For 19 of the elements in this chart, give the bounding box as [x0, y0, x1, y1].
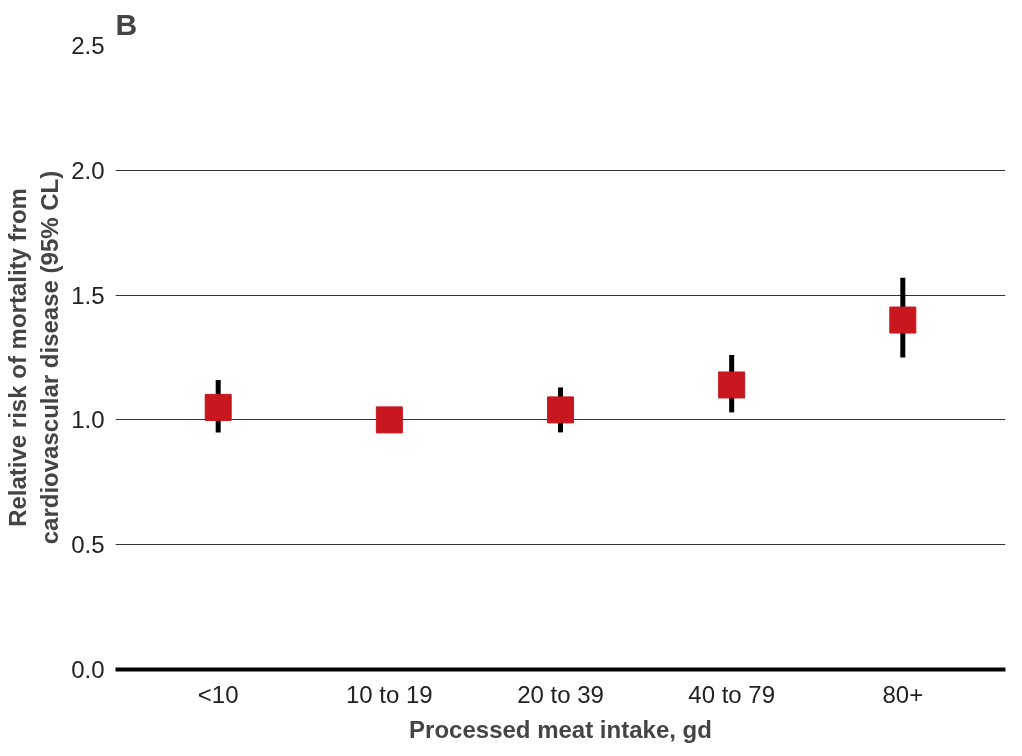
x-tick-label: <10: [197, 680, 239, 708]
y-tick-label: 0.5: [71, 531, 105, 559]
x-tick-label: 80+: [882, 680, 924, 708]
y-tick-label: 0.0: [71, 656, 105, 683]
x-tick-label: 40 to 79: [688, 680, 776, 708]
chart-title: B: [115, 7, 138, 41]
y-tick-label: 2.5: [71, 32, 105, 59]
point: [718, 371, 746, 399]
x-axis-title: Processed meat intake, gd: [409, 715, 712, 743]
x-tick-label: 10 to 19: [345, 680, 433, 708]
y-axis-title: Relative risk of mortality from cardiovascular disease (95% CL): [3, 170, 64, 545]
y-tick-label: 1.5: [71, 281, 105, 309]
x-tick-label: 20 to 39: [517, 680, 604, 708]
y-tick-label: 2.0: [71, 156, 105, 184]
point: [204, 393, 232, 421]
point: [375, 406, 403, 434]
point: [889, 306, 917, 334]
point: [547, 396, 574, 424]
y-tick-label: 1.0: [71, 406, 105, 434]
